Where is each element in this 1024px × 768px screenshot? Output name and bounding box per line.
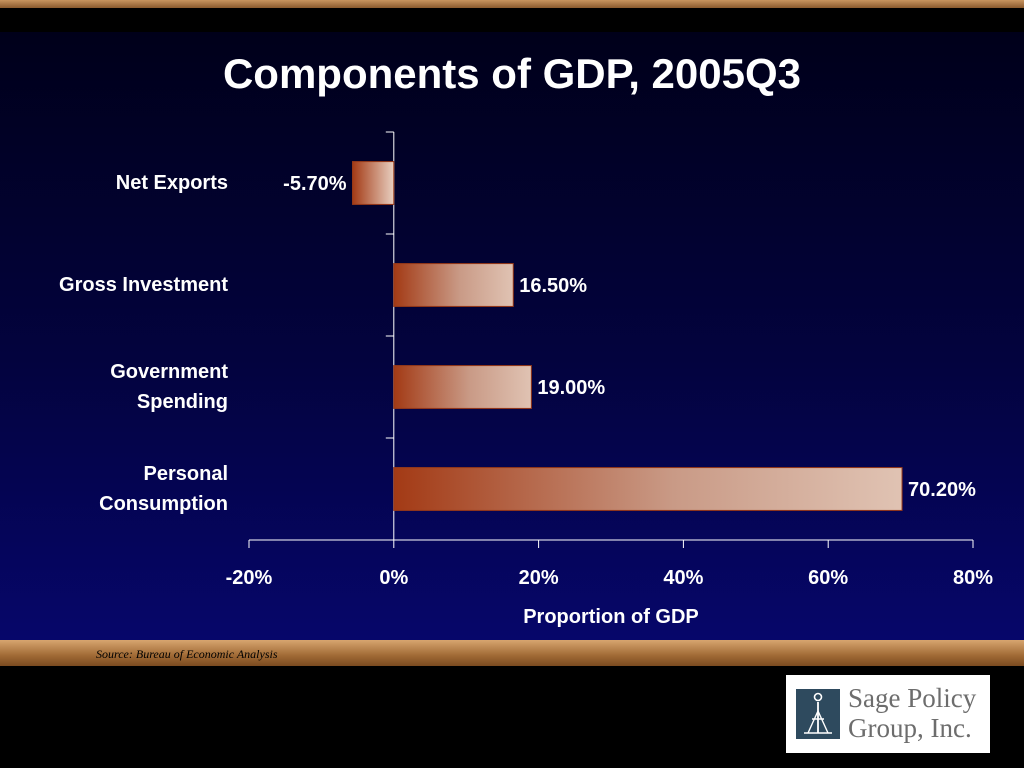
category-label-line: Spending [136,391,228,413]
bar [352,161,395,205]
data-label: -5.70% [283,173,347,195]
category-label-line: Net Exports [115,172,228,194]
category-label: Personal Consumption [0,459,228,519]
top-black-strip [0,8,1024,32]
x-tick-label: 0% [379,567,408,589]
bar [393,365,532,409]
bar-chart: -20% 0% 20% 40% 60% 80% Proportion of GDP -5.70… [226,131,993,628]
top-accent-band [0,0,1024,8]
logo-emblem-icon [796,689,840,739]
category-label-line: Gross Investment [59,274,228,296]
chart-panel [0,32,1024,640]
company-logo: Sage Policy Group, Inc. [786,675,990,753]
category-label: Net Exports [0,168,228,198]
chart-title: Components of GDP, 2005Q3 [222,50,802,97]
category-label: Government Spending [0,357,228,417]
bar [393,263,514,307]
logo-line-2: Group, Inc. [848,713,972,743]
x-tick-label: 40% [663,567,703,589]
data-label: 19.00% [537,377,605,399]
x-tick-label: 80% [953,567,993,589]
logo-line-1: Sage Policy [848,683,977,713]
logo-text: Sage Policy Group, Inc. [848,683,976,743]
data-label: 16.50% [519,275,587,297]
x-tick-label: 60% [808,567,848,589]
category-label-line: Personal [143,463,228,485]
category-label-line: Consumption [99,493,228,515]
x-tick-label: 20% [519,567,559,589]
x-tick-label: -20% [226,567,273,589]
data-label: 70.20% [908,479,976,501]
bar [393,467,903,511]
bottom-accent-band [0,640,1024,666]
category-label-line: Government [110,361,228,383]
category-label: Gross Investment [0,270,228,300]
x-axis-title: Proportion of GDP [523,606,699,628]
source-note: Source: Bureau of Economic Analysis [96,647,278,661]
